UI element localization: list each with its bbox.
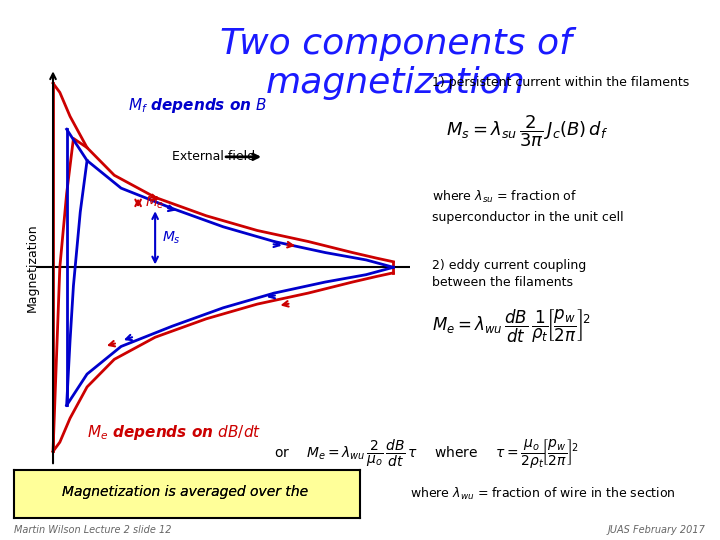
Text: where $\lambda_{wu}$ = fraction of wire in the section: where $\lambda_{wu}$ = fraction of wire …	[410, 486, 676, 502]
Text: JUAS February 2017: JUAS February 2017	[608, 524, 706, 535]
Text: Magnetization is averaged over the: Magnetization is averaged over the	[62, 485, 312, 498]
Text: $M_e = \lambda_{wu}\,\dfrac{dB}{dt}\,\dfrac{1}{\rho_t}\!\left[\dfrac{p_w}{2\pi}\: $M_e = \lambda_{wu}\,\dfrac{dB}{dt}\,\df…	[432, 308, 590, 345]
Text: superconductor in the unit cell: superconductor in the unit cell	[432, 211, 624, 224]
Text: $M_e$ depends on $dB/dt$: $M_e$ depends on $dB/dt$	[87, 423, 261, 442]
Text: 1) persistent current within the filaments: 1) persistent current within the filamen…	[432, 76, 689, 89]
Text: or $\quad M_e = \lambda_{wu}\,\dfrac{2}{\mu_o}\,\dfrac{dB}{dt}\,\tau$$\quad$ whe: or $\quad M_e = \lambda_{wu}\,\dfrac{2}{…	[274, 437, 578, 470]
Text: 2) eddy current coupling
between the filaments: 2) eddy current coupling between the fil…	[432, 259, 586, 289]
Text: where $\lambda_{su}$ = fraction of: where $\lambda_{su}$ = fraction of	[432, 189, 577, 205]
Text: Magnetization: Magnetization	[26, 223, 39, 312]
Text: $M_s$: $M_s$	[162, 230, 181, 246]
Text: $M_f$ depends on $B$: $M_f$ depends on $B$	[128, 96, 267, 115]
Text: External field: External field	[172, 150, 256, 163]
Text: Magnetization is averaged over the: Magnetization is averaged over the	[62, 485, 312, 498]
Text: Martin Wilson Lecture 2 slide 12: Martin Wilson Lecture 2 slide 12	[14, 524, 172, 535]
Text: Two components of
magnetization: Two components of magnetization	[220, 27, 572, 100]
Text: $M_s = \lambda_{su}\,\dfrac{2}{3\pi}\,J_c(B)\,d_f$: $M_s = \lambda_{su}\,\dfrac{2}{3\pi}\,J_…	[446, 113, 608, 149]
Text: $M_e$: $M_e$	[145, 194, 164, 211]
